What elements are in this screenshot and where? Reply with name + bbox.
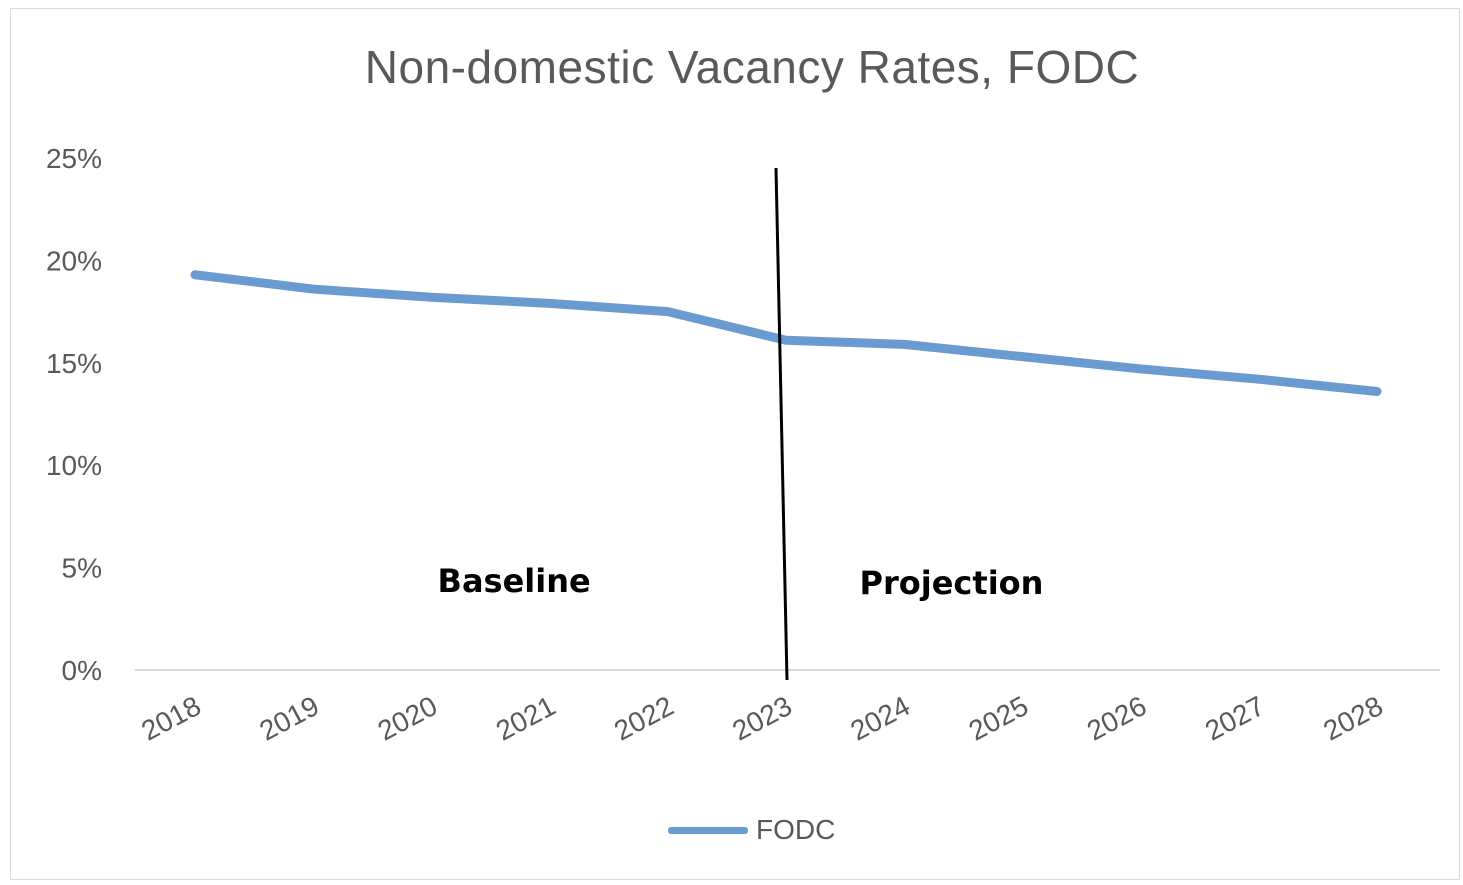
chart-frame [10,8,1460,880]
y-tick-label: 0% [62,655,102,686]
x-tick-label: 2023 [727,690,797,747]
data-point [549,302,551,304]
x-tick-label: 2026 [1082,690,1152,747]
series-points [194,274,1378,392]
legend-label-fodc: FODC [756,814,836,845]
annotation-projection: Projection [860,564,1044,602]
data-point [430,296,432,298]
x-tick-label: 2021 [491,690,561,747]
x-tick-label: 2027 [1200,690,1270,747]
x-tick-label: 2020 [373,690,443,747]
y-tick-label: 20% [46,245,102,276]
data-point [785,339,787,341]
y-tick-label: 5% [62,553,102,584]
x-tick-label: 2018 [136,690,206,747]
legend-swatch-fodc [668,826,748,834]
x-tick-label: 2024 [845,690,915,747]
data-point [194,274,196,276]
legend: FODC [668,812,835,848]
y-tick-label: 15% [46,348,102,379]
x-tick-label: 2025 [964,690,1034,747]
data-point [1140,368,1142,370]
x-tick-label: 2019 [254,690,324,747]
baseline-projection-divider [774,167,789,681]
data-point [1021,356,1023,358]
annotation-baseline: Baseline [438,562,591,600]
chart-title: Non-domestic Vacancy Rates, FODC [364,41,1140,93]
y-axis: 0% 5% 10% 15% 20% 25% [46,143,102,686]
x-tick-label: 2028 [1318,690,1388,747]
data-point [903,343,905,345]
data-point [667,311,669,313]
y-tick-label: 10% [46,450,102,481]
series-line-fodc [190,270,1382,396]
data-point [1258,378,1260,380]
data-point [1376,390,1378,392]
data-point [312,288,314,290]
x-axis: 2018 2019 2020 2021 2022 2023 2024 2025 2026 2027… [136,690,1388,747]
x-tick-label: 2022 [609,690,679,747]
y-tick-label: 25% [46,143,102,174]
